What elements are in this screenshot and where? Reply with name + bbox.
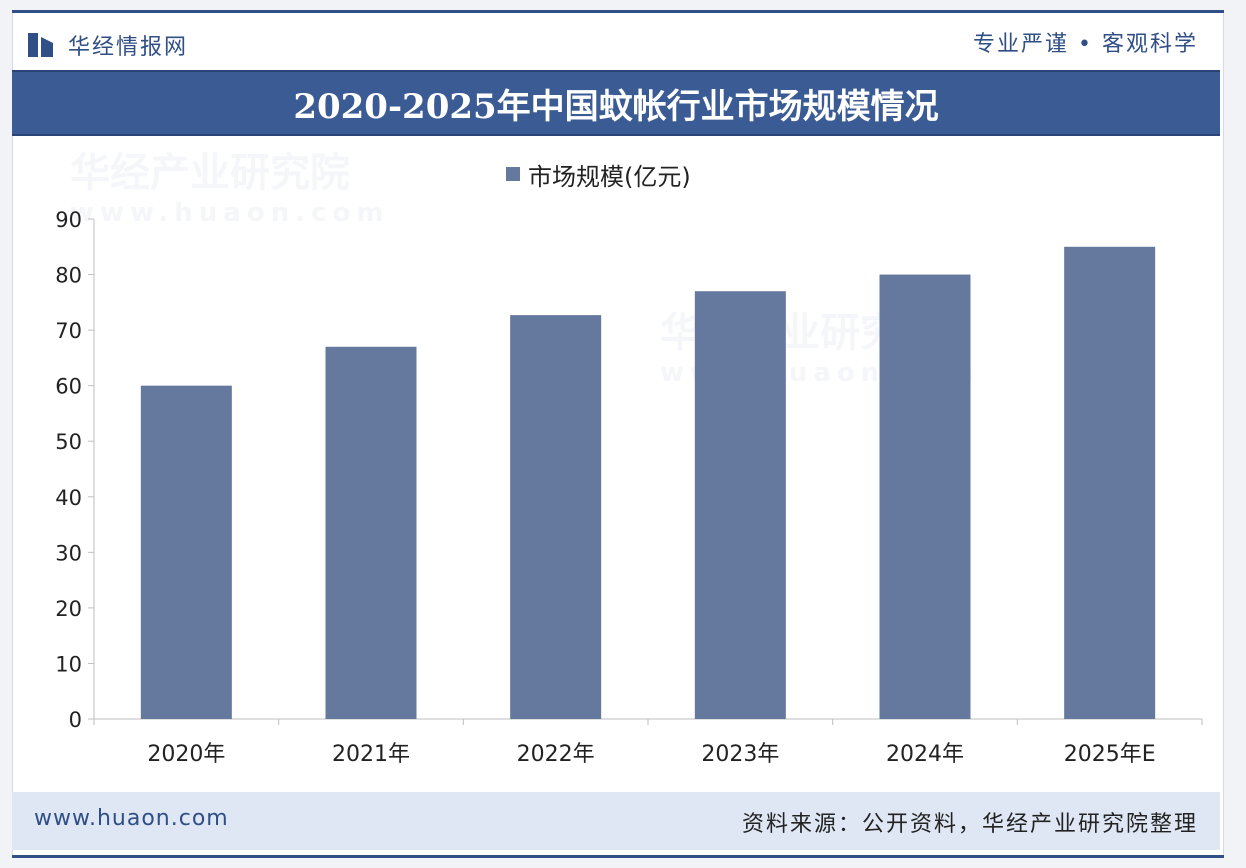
bar	[140, 385, 232, 719]
y-tick-label: 30	[55, 541, 82, 565]
slogan: 专业严谨 • 客观科学	[973, 32, 1198, 57]
footer-source: 资料来源：公开资料，华经产业研究院整理	[741, 812, 1198, 837]
y-tick-label: 90	[55, 208, 82, 232]
y-tick-label: 50	[55, 430, 82, 454]
x-tick-label: 2021年	[332, 742, 410, 767]
legend-swatch	[506, 167, 520, 181]
footer: www.huaon.com 资料来源：公开资料，华经产业研究院整理	[12, 792, 1220, 850]
footer-url[interactable]: www.huaon.com	[34, 806, 229, 831]
y-tick-label: 10	[55, 652, 82, 676]
bar	[510, 315, 602, 719]
x-tick-label: 2024年	[886, 742, 964, 767]
bar	[1064, 246, 1156, 719]
legend-label: 市场规模(亿元)	[528, 162, 691, 191]
y-tick-label: 20	[55, 597, 82, 621]
chart-title: 2020-2025年中国蚊帐行业市场规模情况	[293, 86, 939, 127]
x-tick-label: 2023年	[701, 742, 779, 767]
brand-name: 华经情报网	[68, 35, 189, 60]
legend: 市场规模(亿元)	[506, 156, 691, 192]
y-tick-label: 0	[69, 708, 82, 732]
title-band: 2020-2025年中国蚊帐行业市场规模情况	[12, 70, 1220, 136]
bar	[325, 346, 417, 719]
y-tick-label: 40	[55, 486, 82, 510]
y-tick-label: 60	[55, 375, 82, 399]
bar	[694, 291, 786, 719]
brand-logo-icon	[28, 33, 54, 57]
x-tick-label: 2025年E	[1064, 742, 1156, 767]
y-tick-label: 80	[55, 264, 82, 288]
brand: 华经情报网	[28, 30, 188, 60]
y-tick-label: 70	[55, 319, 82, 343]
bar	[879, 274, 971, 719]
x-tick-label: 2022年	[517, 742, 595, 767]
x-tick-label: 2020年	[147, 742, 225, 767]
